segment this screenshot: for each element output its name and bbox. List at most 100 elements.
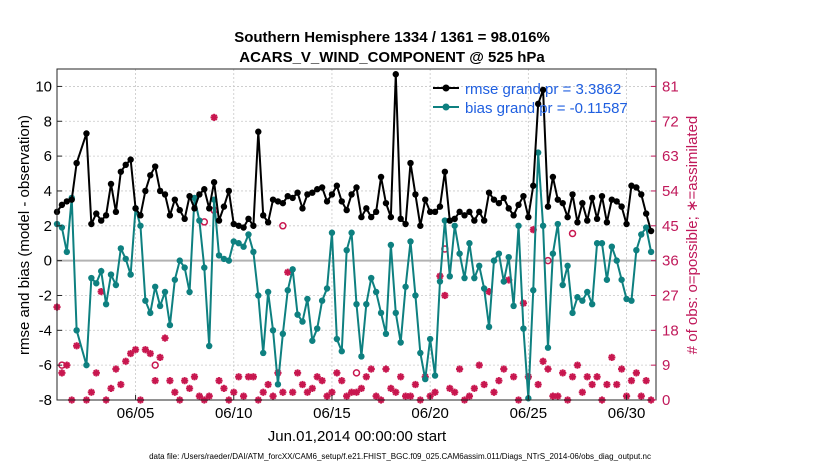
obs-assimilated-point xyxy=(382,365,390,373)
bias-point xyxy=(137,222,144,229)
obs-assimilated-point xyxy=(127,349,135,358)
bias-point xyxy=(638,231,645,238)
y-tick-label-right: 0 xyxy=(662,392,670,409)
rmse-point xyxy=(338,198,345,205)
obs-assimilated-point xyxy=(554,392,562,400)
rmse-point xyxy=(480,217,488,224)
rmse-point xyxy=(299,205,306,212)
bias-point xyxy=(235,240,242,247)
bias-point xyxy=(156,302,164,310)
rmse-point xyxy=(186,192,193,200)
rmse-point xyxy=(431,208,439,216)
bias-point xyxy=(299,318,306,325)
bias-point xyxy=(574,294,581,301)
bias-point xyxy=(623,295,630,303)
rmse-point xyxy=(549,173,557,181)
bias-point xyxy=(255,292,262,299)
obs-assimilated-point xyxy=(117,380,125,389)
bias-point xyxy=(206,342,213,350)
rmse-point xyxy=(328,191,336,198)
obs-assimilated-point xyxy=(352,388,361,396)
bias-point xyxy=(377,309,385,317)
obs-assimilated-point xyxy=(603,380,611,389)
rmse-point xyxy=(284,192,291,200)
obs-assimilated-point xyxy=(446,384,454,392)
bias-point xyxy=(598,240,606,247)
bias-point xyxy=(358,353,365,360)
obs-assimilated-point xyxy=(642,377,650,385)
y-tick-label-left: 8 xyxy=(44,113,52,130)
obs-possible-point xyxy=(352,369,361,377)
legend-rmse-text: rmse grand pr = 3.3862 xyxy=(465,81,621,98)
rmse-point xyxy=(588,194,596,202)
obs-assimilated-point xyxy=(372,392,380,400)
obs-assimilated-point xyxy=(220,384,228,392)
obs-assimilated-point xyxy=(613,380,621,389)
rmse-point xyxy=(304,191,311,198)
bias-point xyxy=(569,309,576,317)
obs-assimilated-point xyxy=(397,373,405,381)
y-tick-label-left: 6 xyxy=(44,148,52,165)
obs-assimilated-point xyxy=(195,392,203,400)
rmse-point xyxy=(608,196,616,203)
bias-point xyxy=(549,250,557,257)
x-tick-label: 06/15 xyxy=(313,405,351,422)
bias-point xyxy=(476,262,483,270)
bias-point xyxy=(456,250,463,257)
y-tick-label-right: 36 xyxy=(662,253,679,270)
rmse-point xyxy=(294,189,301,196)
rmse-point xyxy=(417,222,424,229)
bias-point xyxy=(260,349,267,357)
obs-assimilated-point xyxy=(362,373,370,381)
obs-assimilated-point xyxy=(583,373,591,381)
bias-point xyxy=(264,288,272,296)
obs-assimilated-point xyxy=(259,388,267,396)
y-axis-label-right: # of obs: o=possible; ∗=assimilated xyxy=(684,116,701,355)
bias-point xyxy=(588,300,596,308)
bias-point xyxy=(142,297,149,304)
x-tick-label: 06/30 xyxy=(608,405,646,422)
obs-assimilated-point xyxy=(441,291,449,300)
obs-assimilated-point xyxy=(181,377,189,385)
rmse-point xyxy=(210,179,218,186)
obs-assimilated-point xyxy=(500,365,508,373)
obs-assimilated-point xyxy=(230,388,238,396)
obs-assimilated-point xyxy=(588,380,596,389)
y-tick-label-left: -2 xyxy=(39,287,52,304)
obs-assimilated-point xyxy=(298,380,307,389)
bias-point xyxy=(225,257,233,264)
bias-point xyxy=(613,257,620,264)
obs-possible-point xyxy=(568,229,577,238)
bias-point xyxy=(343,246,350,254)
bias-point xyxy=(628,297,635,304)
bias-point xyxy=(112,281,120,289)
rmse-point xyxy=(495,199,503,207)
bias-point xyxy=(220,255,228,263)
obs-assimilated-point xyxy=(367,365,375,373)
rmse-point xyxy=(176,206,183,214)
obs-assimilated-point xyxy=(146,349,154,358)
bias-point xyxy=(461,274,468,282)
bias-point xyxy=(63,248,71,256)
bias-point xyxy=(495,250,503,257)
obs-assimilated-point xyxy=(141,346,149,354)
rmse-point xyxy=(363,205,370,212)
bias-point xyxy=(186,288,193,296)
obs-assimilated-point xyxy=(210,113,218,121)
obs-assimilated-point xyxy=(92,369,100,377)
rmse-point xyxy=(147,172,154,179)
rmse-point xyxy=(83,130,90,137)
rmse-point xyxy=(628,182,635,189)
bias-point xyxy=(441,217,449,224)
obs-assimilated-point xyxy=(357,384,366,392)
obs-assimilated-point xyxy=(215,377,223,385)
bias-point xyxy=(353,300,360,308)
obs-assimilated-point xyxy=(112,365,120,373)
obs-assimilated-point xyxy=(122,357,130,365)
obs-assimilated-point xyxy=(456,365,464,373)
chart-title-line2: ACARS_V_WIND_COMPONENT @ 525 hPa xyxy=(239,49,545,66)
obs-assimilated-point xyxy=(343,392,351,400)
bias-point xyxy=(412,292,419,299)
rmse-point xyxy=(456,208,463,216)
rmse-point xyxy=(225,187,233,195)
